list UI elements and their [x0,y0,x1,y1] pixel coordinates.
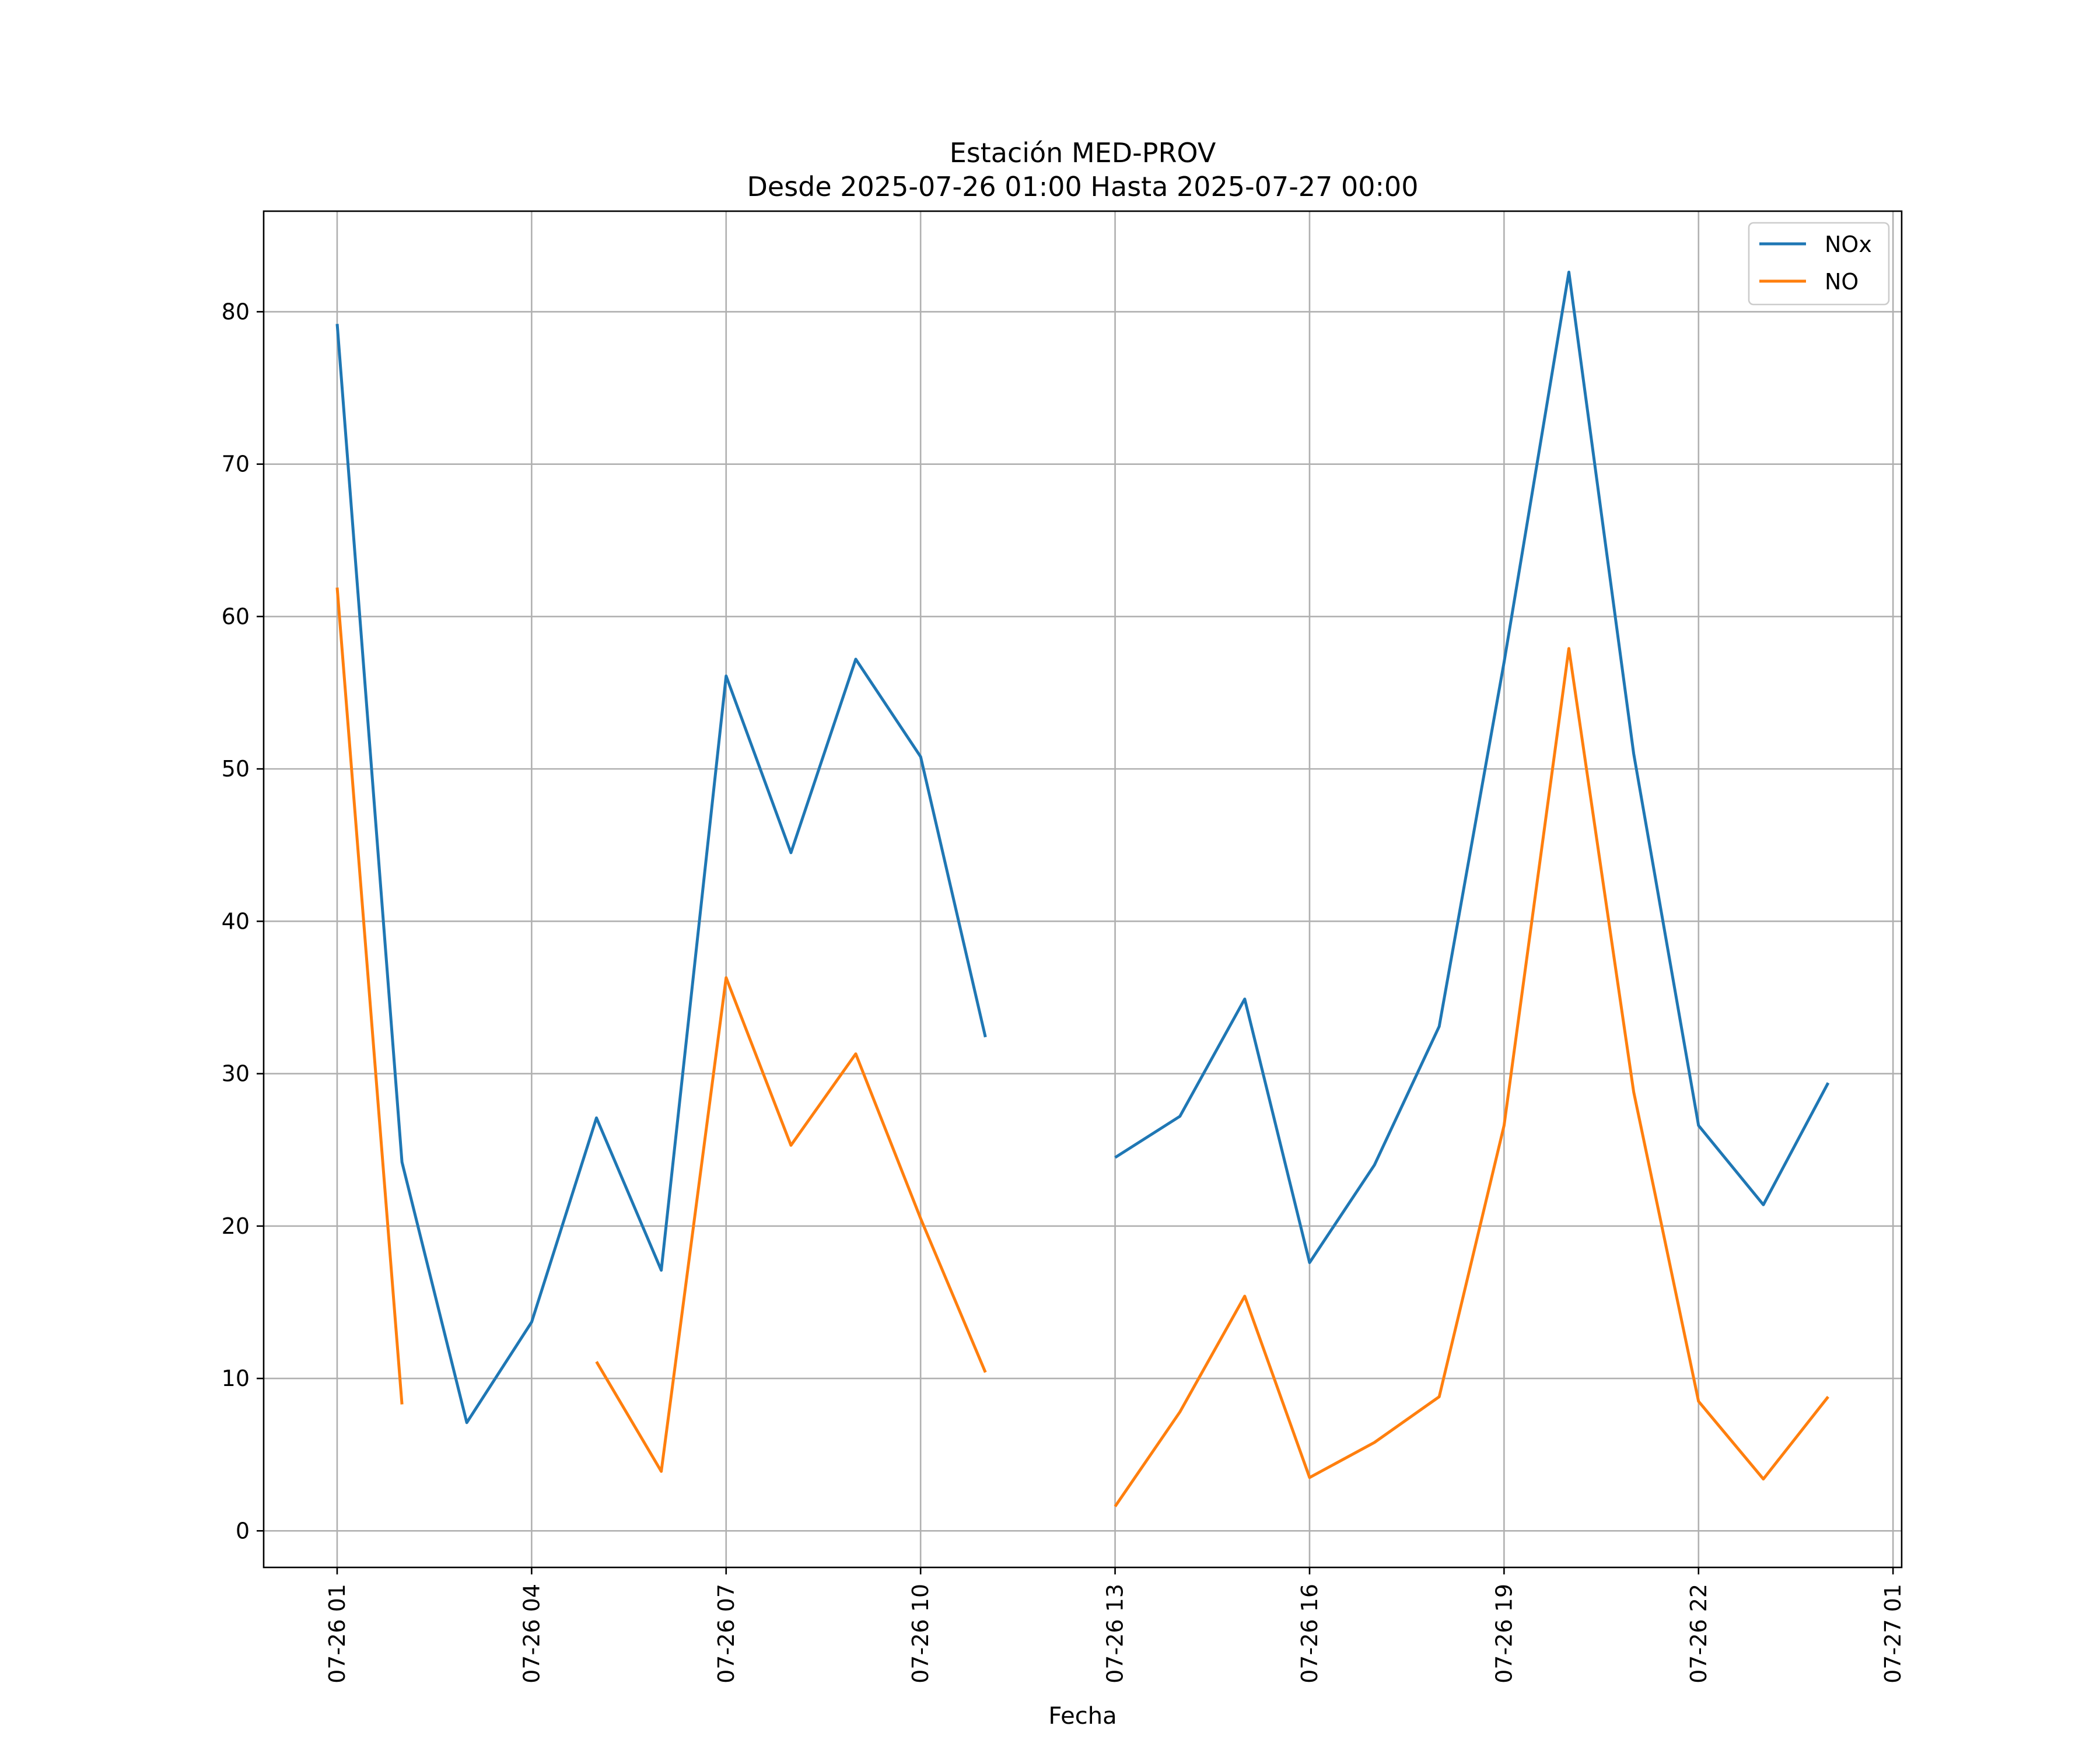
grid [264,211,1902,1567]
y-tick-label: 70 [222,452,250,477]
y-tick-label: 80 [222,299,250,324]
y-tick-label: 60 [222,604,250,629]
x-tick-label: 07-26 19 [1491,1584,1517,1684]
x-tick-label: 07-26 10 [908,1584,933,1684]
legend-label-nox: NOx [1825,232,1872,257]
x-axis-label: Fecha [1048,1703,1116,1730]
y-tick-label: 0 [236,1518,250,1544]
series-line-nox [1114,271,1830,1264]
series-line-no [335,587,404,1405]
y-tick-label: 30 [222,1061,250,1087]
series-lines [335,271,1830,1507]
x-tick-label: 07-26 22 [1686,1584,1712,1684]
plot-frame [262,210,1903,1569]
series-line-no [1114,647,1829,1507]
x-axis-ticks: 07-26 01 07-26 04 07-26 07 07-26 10 07-26 13… [324,1567,1906,1684]
x-tick-label: 07-26 07 [713,1584,739,1684]
y-tick-label: 20 [222,1213,250,1239]
x-tick-label: 07-27 01 [1880,1584,1906,1684]
series-line-no [595,976,987,1473]
legend: NOx NO [1748,222,1890,306]
y-tick-label: 40 [222,908,250,934]
x-tick-label: 07-26 13 [1102,1584,1128,1684]
legend-label-no: NO [1825,269,1859,295]
chart-subtitle: Desde 2025-07-26 01:00 Hasta 2025-07-27 … [747,171,1418,202]
x-tick-label: 07-26 16 [1297,1584,1322,1684]
chart-title: Estación MED-PROV [950,137,1216,169]
x-tick-label: 07-26 04 [519,1584,544,1684]
y-axis-ticks: 0 10 20 30 40 50 60 70 80 [222,299,264,1544]
series-line-nox [335,324,987,1424]
x-tick-label: 07-26 01 [324,1584,350,1684]
y-tick-label: 50 [222,756,250,782]
y-tick-label: 10 [222,1366,250,1391]
